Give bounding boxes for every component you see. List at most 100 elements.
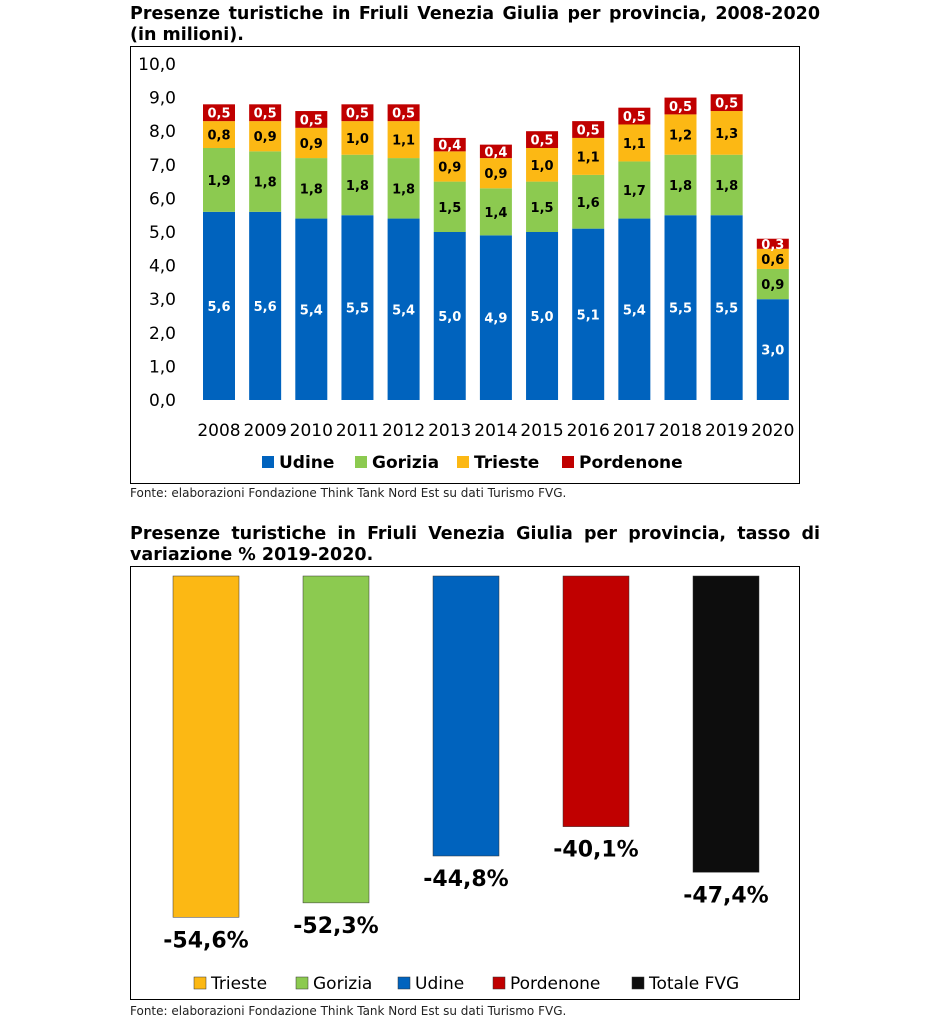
x-tick-label: 2012 xyxy=(382,421,425,441)
data-label-trieste: 1,2 xyxy=(669,129,692,144)
data-label-udine: 4,9 xyxy=(484,312,507,327)
x-tick-label: 2015 xyxy=(520,421,563,441)
legend-swatch xyxy=(193,976,207,990)
bar-segment-udine xyxy=(756,299,789,400)
data-label-pordenone: 0,5 xyxy=(669,100,692,115)
bar-segment-udine xyxy=(664,215,697,400)
y-tick-label: 4,0 xyxy=(149,257,176,277)
data-label-trieste: 1,1 xyxy=(577,150,600,165)
legend-swatch xyxy=(457,456,469,468)
legend-label: Udine xyxy=(415,974,464,994)
legend-label: Totale FVG xyxy=(648,974,739,994)
bar-segment-gorizia xyxy=(479,188,512,236)
data-label-pordenone: 0,5 xyxy=(392,107,415,122)
legend-label: Udine xyxy=(279,453,334,473)
bar-segment-udine xyxy=(387,218,420,400)
legend-swatch xyxy=(631,976,645,990)
legend-swatch xyxy=(397,976,411,990)
bar-segment-gorizia xyxy=(341,154,374,216)
legend-swatch xyxy=(355,456,367,468)
bar-segment-udine xyxy=(710,215,743,400)
bar-trieste xyxy=(172,575,240,918)
y-tick-label: 9,0 xyxy=(149,89,176,109)
bar-segment-gorizia xyxy=(433,181,466,232)
data-label: -54,6% xyxy=(163,928,248,953)
legend-item-udine: Udine xyxy=(397,974,464,994)
y-tick-label: 5,0 xyxy=(149,223,176,243)
y-tick-label: 7,0 xyxy=(149,156,176,176)
data-label-udine: 5,5 xyxy=(346,302,369,317)
legend-item-totale-fvg: Totale FVG xyxy=(631,974,739,994)
data-label: -47,4% xyxy=(683,883,768,908)
data-label-trieste: 0,9 xyxy=(484,167,507,182)
data-label-udine: 5,5 xyxy=(669,302,692,317)
data-label-pordenone: 0,4 xyxy=(438,139,461,154)
chart2-title: Presenze turistiche in Friuli Venezia Gi… xyxy=(130,524,820,565)
bar-segment-gorizia xyxy=(526,181,559,232)
data-label-gorizia: 1,8 xyxy=(715,179,738,194)
chart1-source: Fonte: elaborazioni Fondazione Think Tan… xyxy=(130,486,567,500)
legend-item-gorizia: Gorizia xyxy=(295,974,372,994)
data-label-udine: 5,4 xyxy=(392,303,415,318)
x-tick-label: 2017 xyxy=(613,421,656,441)
chart2-legend: Trieste Gorizia Udine Pordenone Totale FVG xyxy=(193,974,739,994)
bar-segment-gorizia xyxy=(664,154,697,216)
bar-segment-udine xyxy=(526,232,559,400)
bar-segment-pordenone xyxy=(526,131,559,148)
data-label-pordenone: 0,4 xyxy=(484,145,507,160)
data-label-pordenone: 0,5 xyxy=(531,134,554,149)
y-tick-label: 6,0 xyxy=(149,189,176,209)
data-label-trieste: 1,1 xyxy=(392,134,415,149)
legend-item-pordenone: Pordenone xyxy=(492,974,600,994)
bar-segment-gorizia xyxy=(203,148,235,212)
chart2-source: Fonte: elaborazioni Fondazione Think Tan… xyxy=(130,1004,567,1018)
bar-segment-udine xyxy=(249,211,282,400)
bar-segment-trieste xyxy=(295,127,328,159)
bar-segment-trieste xyxy=(664,114,697,155)
data-label-gorizia: 1,5 xyxy=(531,201,554,216)
legend-item-gorizia: Gorizia xyxy=(355,453,439,473)
data-label-trieste: 0,8 xyxy=(207,129,230,144)
chart1-title: Presenze turistiche in Friuli Venezia Gi… xyxy=(130,4,820,45)
y-tick-label: 3,0 xyxy=(149,290,176,310)
bar-segment-gorizia xyxy=(618,161,651,219)
data-label-gorizia: 1,8 xyxy=(669,179,692,194)
data-label-trieste: 1,0 xyxy=(531,159,554,174)
bar-segment-pordenone xyxy=(387,104,420,122)
bar-segment-udine xyxy=(295,218,328,400)
legend-swatch xyxy=(262,456,274,468)
data-label-udine: 5,1 xyxy=(577,308,600,323)
bar-segment-gorizia xyxy=(295,158,328,219)
bar-segment-udine xyxy=(618,218,651,400)
bar-segment-pordenone xyxy=(341,104,374,122)
bar-segment-trieste xyxy=(572,137,605,175)
data-label: -40,1% xyxy=(553,838,638,863)
legend-label: Trieste xyxy=(210,974,267,994)
chart1-legend: Udine Gorizia Trieste Pordenone xyxy=(262,453,683,473)
x-tick-label: 2014 xyxy=(474,421,517,441)
x-tick-label: 2010 xyxy=(290,421,333,441)
data-label-trieste: 0,6 xyxy=(761,253,784,268)
bar-segment-trieste xyxy=(341,121,374,155)
data-label-udine: 3,0 xyxy=(761,344,784,359)
data-label-gorizia: 1,5 xyxy=(438,201,461,216)
data-label-udine: 5,0 xyxy=(438,310,461,325)
bar-segment-gorizia xyxy=(249,151,282,212)
bar-segment-pordenone xyxy=(203,104,235,122)
data-label-udine: 5,0 xyxy=(531,310,554,325)
bar-segment-udine xyxy=(433,232,466,400)
chart2-frame xyxy=(130,566,800,1000)
data-label-gorizia: 0,9 xyxy=(761,278,784,293)
data-label-gorizia: 1,9 xyxy=(207,174,230,189)
legend-item-trieste: Trieste xyxy=(457,453,539,473)
y-tick-label: 1,0 xyxy=(149,357,176,377)
x-tick-label: 2013 xyxy=(428,421,471,441)
data-label-udine: 5,6 xyxy=(207,300,230,315)
data-label-pordenone: 0,5 xyxy=(300,113,323,128)
bar-segment-trieste xyxy=(479,158,512,189)
chart1-y-axis: 0,0 1,0 2,0 3,0 4,0 5,0 6,0 7,0 8,0 9,0 10,0 xyxy=(138,55,176,411)
data-label-gorizia: 1,8 xyxy=(392,182,415,197)
bar-segment-pordenone xyxy=(572,121,605,138)
legend-swatch xyxy=(492,976,506,990)
bar-totale-fvg xyxy=(692,575,760,873)
